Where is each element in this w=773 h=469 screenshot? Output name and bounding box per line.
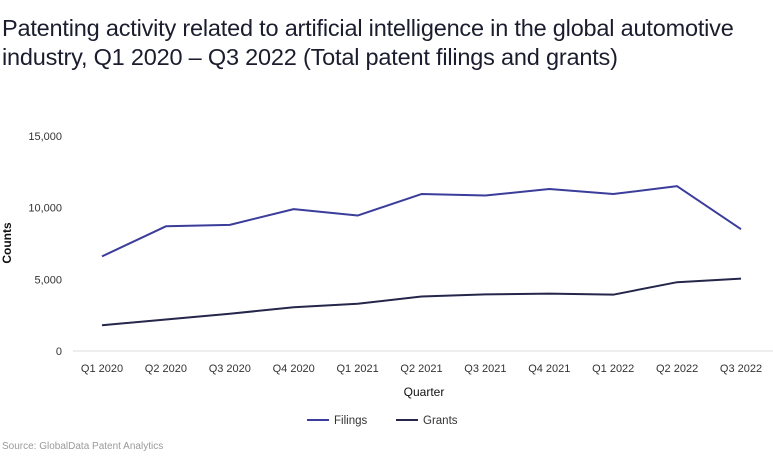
x-tick-label: Q1 2020 xyxy=(81,363,123,375)
series-lines xyxy=(101,185,742,327)
x-tick-label: Q4 2021 xyxy=(528,363,570,375)
legend-item-filings: Filings xyxy=(307,415,367,427)
y-axis-title: Counts xyxy=(0,222,14,264)
series-line-grants xyxy=(101,277,742,327)
chart-title: Patenting activity related to artificial… xyxy=(2,15,734,70)
legend-label: Grants xyxy=(423,415,458,427)
y-tick-label: 0 xyxy=(56,346,62,358)
x-tick-label: Q3 2022 xyxy=(720,363,762,375)
y-axis-ticks: 0 5,000 10,000 15,000 xyxy=(28,131,62,358)
x-tick-label: Q3 2020 xyxy=(209,363,251,375)
x-axis-title: Quarter xyxy=(404,385,445,399)
x-tick-label: Q2 2021 xyxy=(400,363,442,375)
x-tick-label: Q3 2021 xyxy=(464,363,506,375)
legend-label: Filings xyxy=(334,415,367,427)
series-line-filings xyxy=(101,185,742,258)
x-axis-ticks: Q1 2020 Q2 2020 Q3 2020 Q4 2020 Q1 2021 Q2 20… xyxy=(81,363,762,375)
x-tick-label: Q1 2021 xyxy=(336,363,378,375)
source-note: Source: GlobalData Patent Analytics xyxy=(2,441,164,452)
x-tick-label: Q2 2022 xyxy=(656,363,698,375)
x-tick-label: Q1 2022 xyxy=(592,363,634,375)
y-tick-label: 10,000 xyxy=(28,203,62,215)
x-tick-label: Q2 2020 xyxy=(145,363,187,375)
legend-item-grants: Grants xyxy=(396,415,458,427)
y-tick-label: 5,000 xyxy=(34,274,62,286)
x-tick-label: Q4 2020 xyxy=(273,363,315,375)
y-tick-label: 15,000 xyxy=(28,131,62,143)
legend: Filings Grants xyxy=(307,415,458,427)
